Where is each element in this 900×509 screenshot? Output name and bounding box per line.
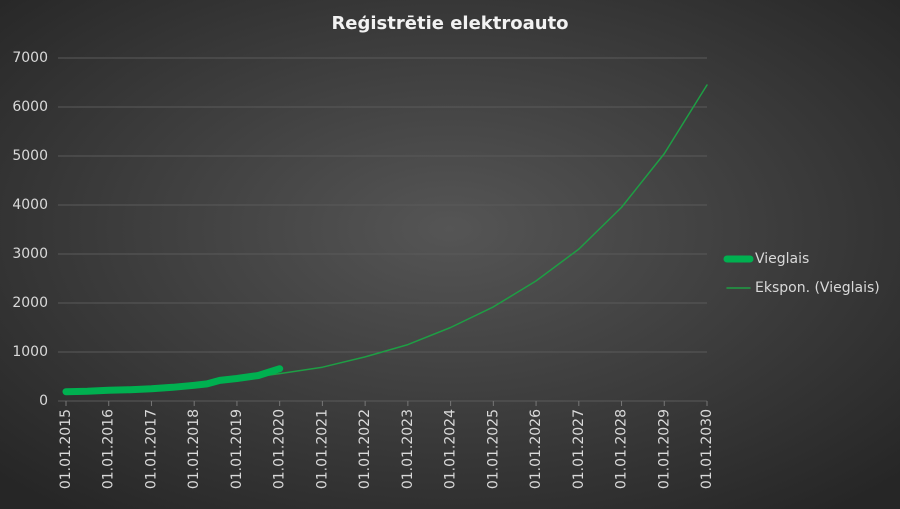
x-tick-label: 01.01.2020: [272, 409, 288, 489]
x-tick-label: 01.01.2019: [229, 409, 245, 489]
y-tick-label: 3000: [12, 246, 48, 262]
x-tick-label: 01.01.2021: [314, 409, 330, 489]
legend-label: Ekspon. (Vieglais): [755, 280, 880, 296]
y-tick-label: 0: [39, 393, 48, 409]
x-tick-label: 01.01.2027: [571, 409, 587, 489]
y-tick-label: 7000: [12, 50, 48, 66]
x-tick-label: 01.01.2023: [400, 409, 416, 489]
y-tick-label: 6000: [12, 99, 48, 115]
x-tick-label: 01.01.2024: [443, 409, 459, 489]
line-series: [62, 365, 284, 396]
y-tick-label: 1000: [12, 344, 48, 360]
y-tick-label: 4000: [12, 197, 48, 213]
x-tick-label: 01.01.2022: [357, 409, 373, 489]
y-tick-label: 5000: [12, 148, 48, 164]
x-tick-label: 01.01.2028: [614, 409, 630, 489]
x-tick-label: 01.01.2015: [58, 409, 74, 489]
x-tick-label: 01.01.2026: [528, 409, 544, 489]
y-tick-label: 2000: [12, 295, 48, 311]
legend-label: Vieglais: [755, 251, 809, 267]
x-tick-label: 01.01.2030: [699, 409, 715, 489]
chart-title: Reģistrētie elektroauto: [331, 13, 568, 34]
x-tick-label: 01.01.2016: [101, 409, 117, 489]
x-tick-label: 01.01.2018: [186, 409, 202, 489]
x-tick-label: 01.01.2017: [143, 409, 159, 489]
x-tick-label: 01.01.2029: [656, 409, 672, 489]
x-tick-label: 01.01.2025: [485, 409, 501, 489]
